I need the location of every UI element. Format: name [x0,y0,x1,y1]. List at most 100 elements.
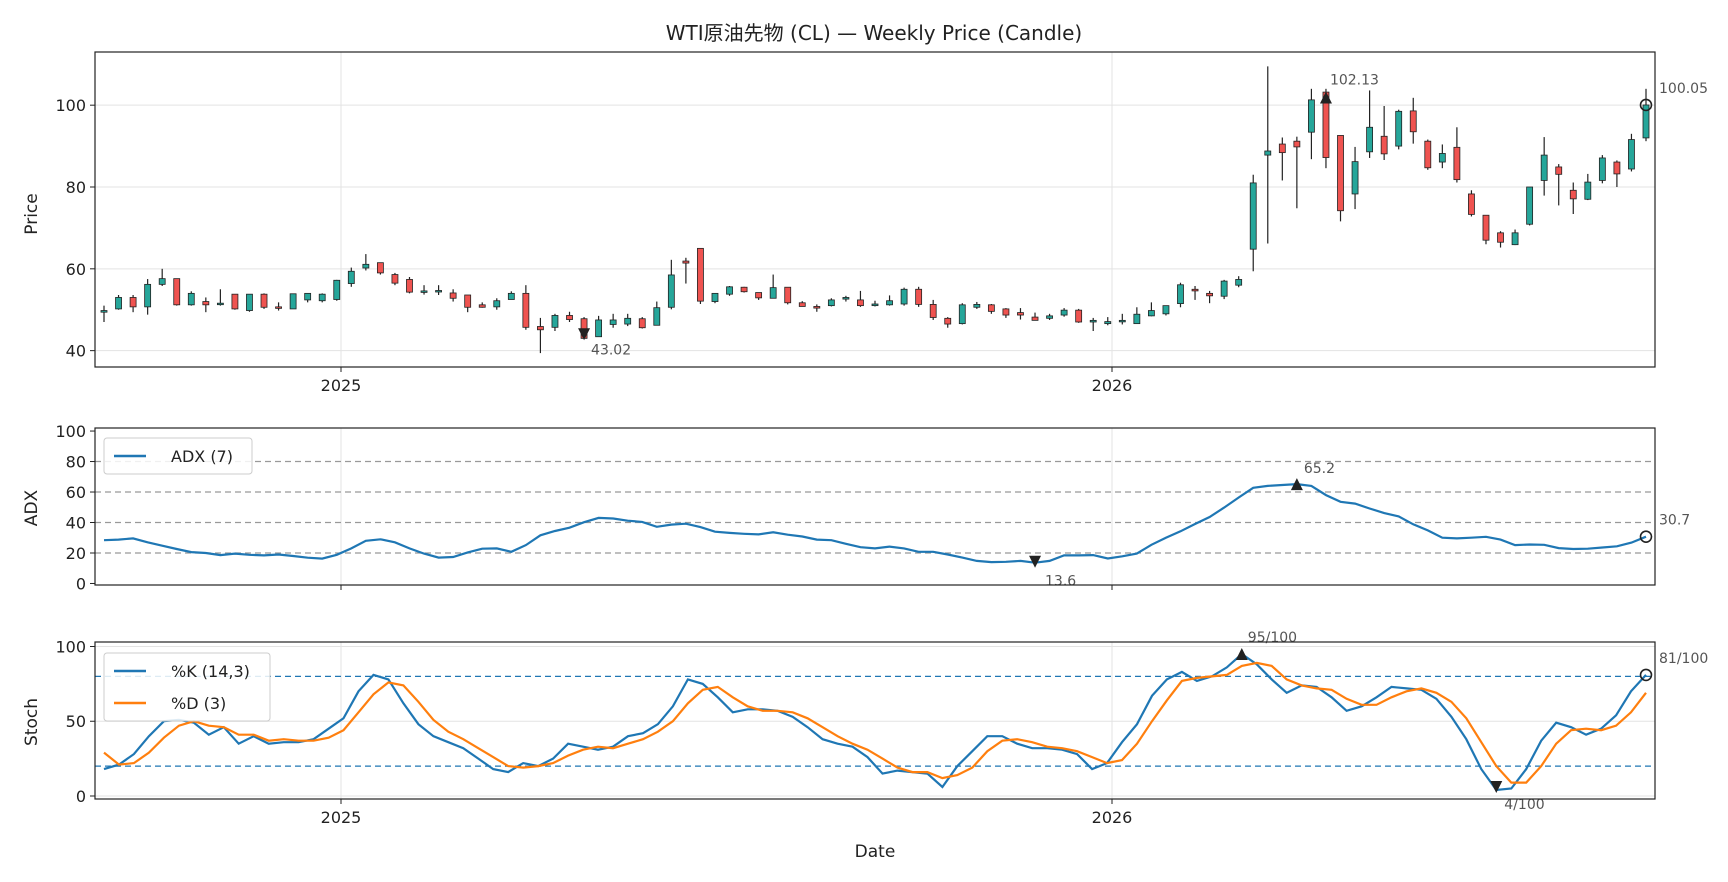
candle-down [129,297,137,308]
candle-down [1497,232,1504,243]
price-x-ticks: 2025 2026 [321,367,1132,395]
candle-up [1104,321,1112,325]
adx-y-tick-label: 100 [55,422,86,441]
adx-y-label: ADX [22,489,42,526]
price-y-label: Price [22,193,42,234]
candle-up [187,292,195,306]
candle-down [1613,161,1621,175]
price-y-ticks: 40 60 80 100 [55,96,95,361]
chart-title: WTI原油先物 (CL) — Weekly Price (Candle) [666,21,1082,45]
candle-down [566,315,573,320]
adx-markers: 65.2 13.6 30.7 [1029,461,1690,590]
stoch-y-ticks: 0 50 100 [55,637,95,806]
stoch-y-label: Stoch [22,698,42,746]
candle-up [115,297,122,310]
candle-up [1249,182,1257,250]
stoch-x-tick-label: 2025 [321,808,362,827]
candle-up [1308,99,1315,133]
candle-up [1540,154,1548,181]
adx-last-label: 30.7 [1659,513,1690,529]
candle-up [1395,110,1403,147]
stoch-k-line [103,652,1647,792]
stoch-lines [103,652,1647,792]
stoch-low-marker [1490,781,1503,794]
price-candles [100,66,1650,354]
candle-up [507,292,515,300]
candle-down [813,306,821,309]
adx-lines [103,482,1647,564]
adx-x-ticks [340,585,1113,590]
candle-up [609,319,617,325]
candle-up [362,263,370,269]
stoch-low-label: 4/100 [1504,797,1544,813]
candle-up [595,319,603,338]
price-panel: 102.13 43.02 100.05 40 60 80 100 2025 2026 Pri… [22,51,1708,395]
candle-down [755,292,763,299]
candle-down [697,247,704,302]
price-low-label: 43.02 [591,342,631,358]
candle-up [304,292,312,301]
candle-down [464,294,472,308]
candle-up [318,293,326,302]
adx-y-tick-label: 80 [66,453,86,472]
candle-up [871,303,879,307]
candle-down [202,301,210,306]
adx-legend: ADX (7) [103,437,253,475]
adx-panel: 65.2 13.6 30.7 0 20 40 60 80 100 ADX ADX (7) [22,422,1690,593]
candle-down [1337,135,1344,212]
stoch-high-marker [1235,647,1248,660]
candle-up [333,279,341,300]
adx-series-line [103,482,1647,564]
candle-down [1293,140,1301,148]
candle-down [929,304,937,318]
adx-y-tick-label: 60 [66,483,86,502]
candle-down [275,306,282,309]
adx-last-marker [1639,530,1653,543]
candle-up [711,292,719,302]
candle-up [347,270,355,284]
adx-y-tick-label: 20 [66,544,86,563]
candle-down [857,299,864,307]
adx-grid [95,428,1655,585]
candle-down [522,292,530,328]
candle-down [1569,189,1577,200]
price-low-marker [578,328,591,341]
candle-up [1511,232,1519,246]
stoch-legend: %K (14,3) %D (3) [103,652,271,722]
candle-up [886,300,893,306]
adx-frame [94,427,1656,586]
candle-up [1438,153,1446,163]
price-last-label: 100.05 [1659,81,1708,97]
candle-down [173,278,181,306]
adx-legend-label: ADX (7) [171,447,233,466]
candle-up [1060,309,1068,316]
candle-up [289,293,297,310]
candle-up [493,300,501,308]
candle-up [842,297,850,300]
candle-up [1526,186,1534,225]
price-y-tick-label: 60 [66,260,86,279]
candle-down [944,317,952,325]
candle-up [1162,305,1170,315]
candle-down [449,292,457,299]
stoch-y-tick-label: 100 [55,637,86,656]
candle-up [435,290,442,293]
adx-y-tick-label: 0 [76,574,86,593]
candle-up [1366,126,1374,153]
adx-y-ticks: 0 20 40 60 80 100 [55,422,95,593]
candle-up [827,299,835,307]
candle-down [1409,110,1417,133]
stoch-grid [95,642,1655,799]
stoch-d-line [103,661,1647,784]
candle-up [1351,161,1359,195]
candle-up [1147,310,1155,317]
price-high-marker [1319,91,1332,104]
candle-down [1380,135,1388,155]
candle-down [1075,309,1083,323]
candle-up [246,293,253,311]
adx-high-marker [1290,478,1303,491]
candle-down [231,293,239,310]
candle-down [376,262,384,274]
